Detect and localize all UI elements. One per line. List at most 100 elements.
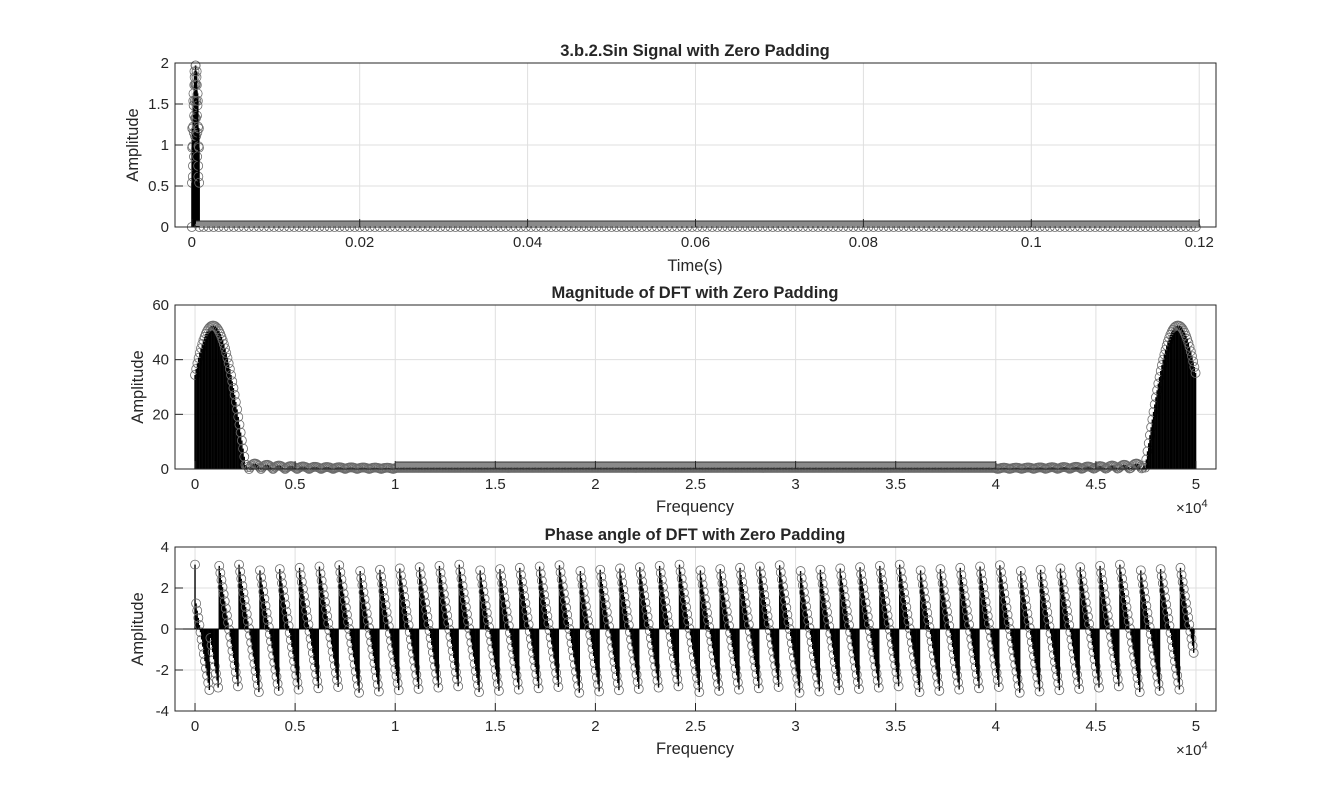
stem-marker [619,591,630,602]
stem-marker [219,596,230,607]
stem-marker [435,568,446,578]
stem-marker [801,601,812,612]
stem-marker [1042,607,1053,618]
stem-marker [630,662,641,673]
stem-marker [421,604,432,615]
stem-marker [302,612,313,623]
stem-marker [882,610,893,621]
stem-marker [492,678,503,689]
stem-marker [1098,582,1109,593]
stem-marker [1084,618,1094,629]
stem-marker [804,622,815,633]
stem-marker [660,596,671,607]
stem-marker [712,671,722,682]
stem-marker [1052,671,1063,681]
stem-marker [942,606,952,617]
stem-marker [915,565,926,576]
stem-marker [259,593,270,604]
stem-marker [360,601,371,612]
stem-marker [1014,687,1025,698]
stem-marker [623,620,634,631]
stem-marker [738,584,749,594]
stem-marker [871,668,882,679]
stem-marker [554,560,565,571]
stem-marker [403,620,414,631]
stem-marker [413,683,424,694]
stem-marker [1164,620,1175,631]
stem-marker [1101,603,1112,614]
stem-marker [633,683,644,694]
stem-marker [651,668,662,679]
stem-marker [556,574,567,585]
stem-marker [339,595,350,606]
stem-marker [410,662,421,673]
stem-marker [1174,684,1185,695]
stem-marker [355,566,366,576]
stem-marker [1109,460,1119,471]
stem-marker [571,666,581,677]
stem-marker [824,621,835,632]
stem-marker [601,607,612,618]
stem-marker [819,593,830,603]
x-tick-label: 1 [391,718,399,735]
stem-marker [1187,351,1197,362]
stem-marker [656,575,667,585]
stem-marker [933,678,944,689]
stem-marker [495,564,505,575]
stem-marker [675,566,686,577]
stem-marker [498,585,509,596]
stem-marker [1023,615,1034,626]
stem-marker [228,383,239,393]
stem-marker [462,609,472,620]
stem-marker [1099,589,1110,600]
stem-marker [226,370,236,380]
stem-marker [1062,606,1072,616]
stem-marker [551,667,562,678]
stem-marker [321,604,331,614]
stem-marker [380,600,391,611]
stem-marker [734,684,744,695]
stem-marker [1078,583,1089,594]
stem-marker [773,682,784,692]
stem-marker [1000,595,1011,606]
stem-marker [233,412,244,422]
stem-marker [562,609,573,620]
stem-marker [1144,622,1155,632]
stem-marker [379,593,390,603]
stem-marker [752,676,763,687]
stem-marker [861,604,872,615]
stem-marker [916,572,927,583]
stem-marker [1018,580,1028,591]
x-tick-label: 0.06 [681,234,710,251]
stem-marker [274,564,285,575]
stem-marker [983,618,994,629]
stem-marker [750,662,761,672]
stem-marker [803,615,814,626]
stem-marker [714,685,725,696]
stem-marker [280,599,291,610]
stem-marker [1019,587,1030,598]
stem-marker [835,563,846,574]
stem-marker [256,572,266,583]
stem-marker [234,419,245,430]
stem-marker [340,602,351,613]
stem-marker [501,606,512,617]
stem-marker [393,685,404,696]
stem-marker [901,602,912,613]
stem-marker [378,586,389,596]
stem-marker [634,562,645,573]
stem-marker [774,560,785,571]
stem-marker [1171,663,1181,674]
stem-marker [392,678,403,688]
stem-marker [519,591,530,602]
stem-marker [963,612,973,623]
stem-marker [371,672,382,683]
y-tick-label: 4 [161,539,169,556]
stem-marker [658,582,668,593]
stem-marker [238,443,248,454]
stem-marker [815,564,826,575]
stem-marker [662,610,673,621]
stem-marker [1095,560,1105,571]
stem-marker [1160,592,1170,603]
stem-marker [740,598,751,609]
